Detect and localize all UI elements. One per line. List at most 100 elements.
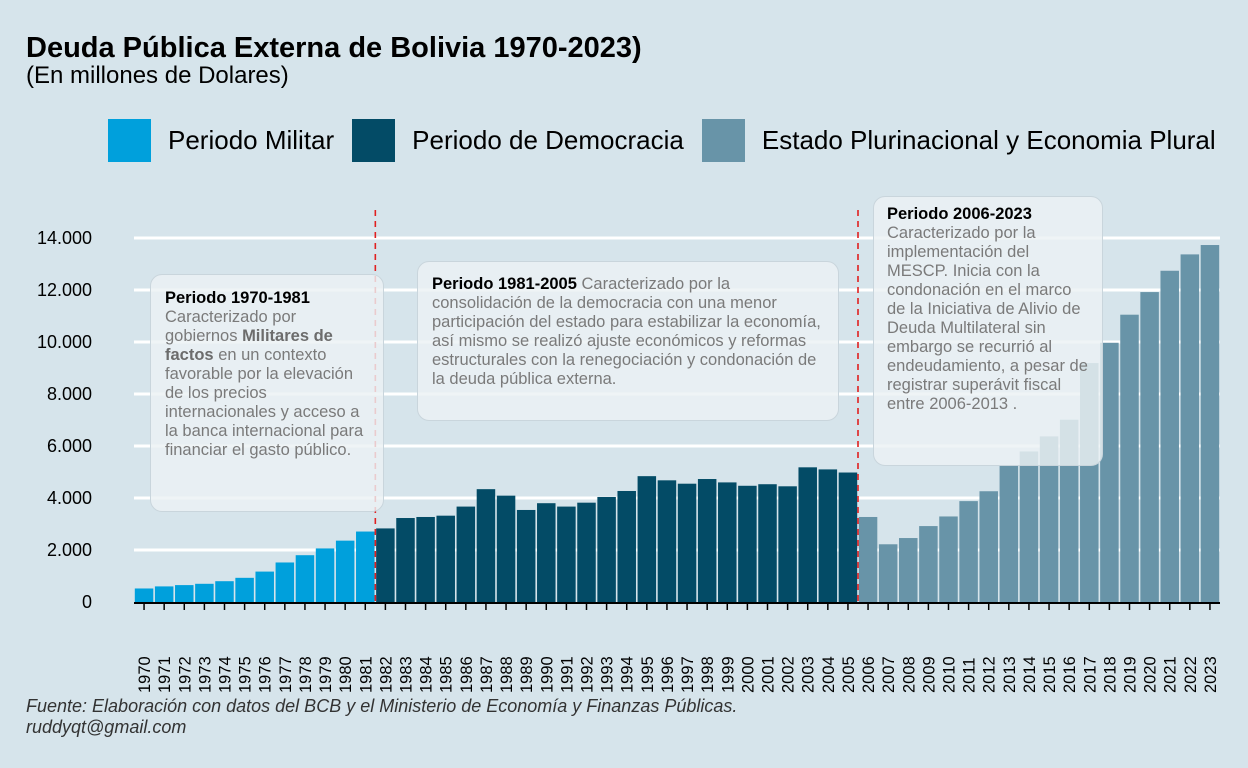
x-tick-label: 2015: [1041, 656, 1059, 693]
x-tick-label: 1979: [317, 656, 335, 693]
annotation-plurinacional-heading: Periodo 2006-2023: [887, 205, 1032, 223]
x-tick-label: 1989: [518, 656, 536, 693]
x-tick-label: 1982: [377, 656, 395, 693]
bar-2002: [778, 486, 797, 602]
x-tick-label: 2017: [1081, 656, 1099, 693]
bar-1976: [255, 571, 274, 602]
bar-1991: [557, 506, 576, 602]
bar-1972: [175, 585, 194, 602]
x-tick-label: 1999: [719, 656, 737, 693]
bar-1989: [516, 509, 536, 602]
annotation-militar-text-b: en un contexto favorable por la elevació…: [165, 346, 364, 459]
x-tick-label: 2002: [780, 656, 798, 693]
x-tick-label: 2000: [739, 656, 757, 693]
legend-item-democracia: Periodo de Democracia: [352, 119, 684, 162]
x-tick-label: 2023: [1202, 656, 1220, 693]
y-tick-labels: 0 2.000 4.000 6.000 8.000 10.000 12.000 14.000: [37, 228, 92, 612]
bar-2004: [818, 469, 838, 602]
x-tick-label: 1988: [498, 656, 516, 693]
x-tick-label: 1986: [458, 656, 476, 693]
bar-1997: [677, 483, 697, 602]
annotation-militar-strong: Militares de factos: [165, 327, 333, 364]
x-tick-label: 2005: [840, 656, 858, 693]
bar-2010: [939, 516, 958, 602]
x-tick-label: 2003: [800, 656, 818, 693]
bar-1971: [154, 586, 174, 602]
x-tick-label: 1978: [297, 656, 315, 693]
x-tick-label: 1973: [196, 656, 214, 693]
bar-2020: [1140, 292, 1159, 602]
bars: [134, 245, 1220, 602]
x-tick-label: 2011: [961, 658, 979, 693]
annotation-democracia-text: Caracterizado por la consolidación de la…: [432, 275, 821, 388]
y-tick-label: 4.000: [47, 488, 92, 508]
legend-label-militar: Periodo Militar: [168, 125, 335, 155]
x-tick-label: 1993: [599, 656, 617, 693]
bar-1985: [436, 515, 455, 602]
source-text: Fuente: Elaboración con datos del BCB y …: [26, 696, 738, 716]
bar-1993: [597, 496, 616, 602]
bar-2013: [999, 465, 1019, 602]
bar-1979: [315, 548, 335, 602]
bar-2009: [919, 526, 938, 602]
axes: [134, 602, 1220, 610]
x-tick-label: 1995: [639, 656, 657, 693]
legend-label-democracia: Periodo de Democracia: [412, 125, 684, 155]
bar-2012: [979, 491, 998, 602]
x-tick-label: 1985: [438, 656, 456, 693]
legend-swatch-militar: [108, 119, 151, 162]
bar-1973: [195, 583, 214, 602]
chart-title: Deuda Pública Externa de Bolivia 1970-20…: [26, 32, 642, 64]
bar-1980: [335, 540, 355, 602]
legend-swatch-democracia: [352, 119, 396, 162]
y-tick-label: 6.000: [47, 436, 92, 456]
x-tick-label: 2019: [1122, 656, 1140, 693]
x-tick-label: 2010: [941, 656, 959, 693]
bar-1975: [235, 577, 254, 602]
bar-1999: [718, 482, 737, 602]
x-tick-label: 2007: [880, 656, 898, 693]
legend-item-militar: Periodo Militar: [108, 119, 334, 162]
bar-1988: [496, 495, 516, 602]
x-tick-label: 2001: [760, 656, 778, 693]
bar-1974: [215, 581, 234, 602]
x-tick-label: 1971: [156, 656, 174, 693]
x-tick-label: 1983: [398, 656, 416, 693]
bar-2003: [798, 467, 817, 602]
bar-2005: [838, 472, 858, 602]
y-tick-label: 0: [82, 592, 92, 612]
bar-1992: [577, 502, 596, 602]
x-tick-label: 1997: [679, 656, 697, 693]
x-tick-label: 2006: [860, 656, 878, 693]
bar-2006: [858, 516, 878, 602]
bar-2008: [899, 538, 918, 602]
bar-1984: [416, 516, 435, 602]
bar-1986: [456, 506, 476, 602]
bar-1983: [396, 518, 415, 602]
bar-2011: [959, 501, 978, 602]
bar-1998: [697, 479, 717, 602]
x-tick-label: 1992: [579, 656, 597, 693]
legend-item-plurinacional: Estado Plurinacional y Economia Plural: [701, 119, 1216, 162]
bar-2001: [758, 484, 777, 602]
x-tick-label: 1990: [538, 656, 556, 693]
x-tick-label: 2021: [1162, 656, 1180, 693]
annotation-militar: Periodo 1970-1981 Caracterizado por gobi…: [150, 274, 384, 512]
bar-1970: [134, 588, 154, 602]
bar-2014: [1019, 451, 1039, 602]
x-tick-label: 2009: [920, 656, 938, 693]
bar-2018: [1100, 342, 1119, 602]
legend-swatch-plurinacional: [701, 119, 745, 162]
y-tick-label: 10.000: [37, 332, 92, 352]
x-tick-label: 1980: [337, 656, 355, 693]
x-tick-label: 2012: [981, 656, 999, 693]
bar-1977: [275, 562, 295, 602]
y-tick-label: 14.000: [37, 228, 92, 248]
x-tick-label: 1987: [478, 656, 496, 693]
annotation-plurinacional-text: Caracterizado por la implementación del …: [887, 224, 1088, 413]
annotation-militar-text-a: Caracterizado por gobiernos: [165, 308, 297, 345]
x-tick-label: 1981: [357, 656, 375, 693]
source-note: Fuente: Elaboración con datos del BCB y …: [26, 696, 737, 738]
x-tick-label: 1977: [277, 656, 295, 693]
